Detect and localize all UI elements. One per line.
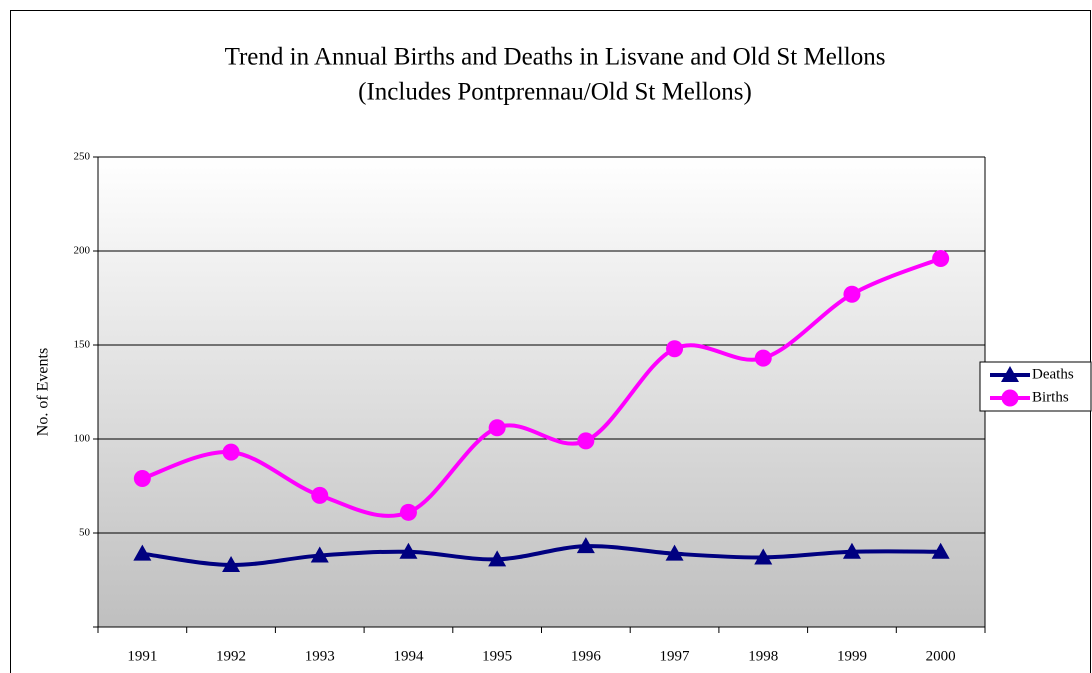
- legend-label: Births: [1032, 389, 1069, 405]
- data-point: [932, 250, 950, 268]
- y-tick-label: 100: [74, 433, 91, 445]
- data-point: [843, 285, 861, 303]
- x-tick-label: 1998: [748, 648, 778, 664]
- y-axis-label: No. of Events: [35, 348, 52, 436]
- data-point: [754, 548, 773, 565]
- legend-marker: [1001, 366, 1019, 382]
- data-point: [577, 432, 595, 450]
- data-point: [399, 542, 418, 559]
- y-tick-label: 200: [74, 245, 91, 257]
- x-tick-label: 1993: [305, 648, 335, 664]
- data-point: [222, 555, 241, 572]
- x-tick-label: 1996: [571, 648, 602, 664]
- plot-area: [98, 157, 985, 627]
- data-point: [842, 542, 861, 559]
- data-point: [222, 443, 240, 461]
- data-point: [488, 550, 507, 567]
- y-tick-label: 250: [74, 151, 91, 163]
- legend: [979, 361, 1092, 412]
- y-tick-label: 50: [79, 527, 91, 539]
- data-point: [576, 537, 595, 554]
- data-point: [399, 503, 417, 521]
- data-point: [311, 486, 329, 504]
- x-tick-label: 2000: [926, 648, 956, 664]
- data-point: [931, 542, 950, 559]
- x-tick-label: 1995: [482, 648, 512, 664]
- data-point: [666, 340, 684, 358]
- legend-label: Deaths: [1032, 366, 1074, 382]
- chart-title: Trend in Annual Births and Deaths in Lis…: [225, 44, 886, 71]
- data-point: [133, 469, 151, 487]
- x-tick-label: 1994: [393, 648, 424, 664]
- data-point: [665, 544, 684, 561]
- x-tick-label: 1997: [660, 648, 691, 664]
- data-point: [754, 349, 772, 367]
- series-line: [142, 544, 941, 567]
- x-tick-label: 1999: [837, 648, 867, 664]
- data-point: [310, 546, 329, 563]
- chart-subtitle: (Includes Pontprennau/Old St Mellons): [358, 79, 752, 106]
- x-tick-label: 1991: [127, 648, 157, 664]
- x-tick-label: 1992: [216, 648, 246, 664]
- data-point: [133, 544, 152, 561]
- data-point: [488, 419, 506, 437]
- legend-marker: [1001, 389, 1019, 407]
- series-line: [141, 256, 942, 518]
- y-tick-label: 150: [74, 339, 91, 351]
